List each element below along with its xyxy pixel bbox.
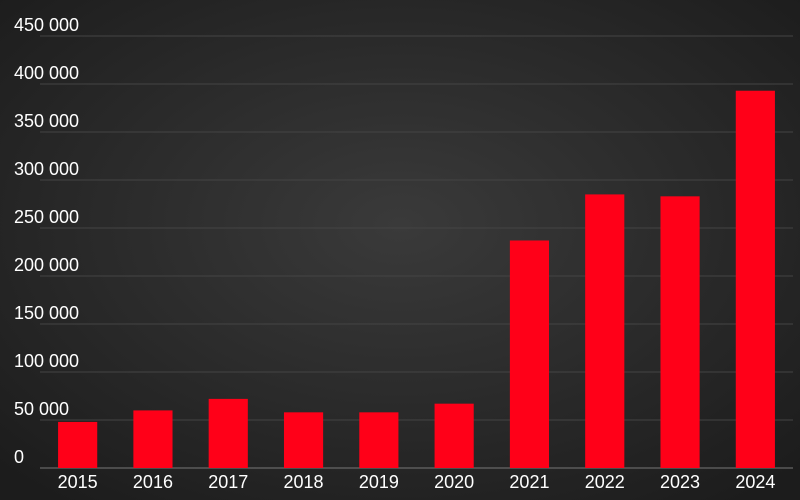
x-tick-label: 2015 (58, 472, 98, 492)
x-tick-label: 2020 (434, 472, 474, 492)
bar (735, 90, 775, 468)
x-tick-label: 2017 (208, 472, 248, 492)
bar (509, 240, 550, 468)
x-tick-label: 2019 (359, 472, 399, 492)
bar (359, 412, 399, 468)
bar (434, 403, 474, 468)
y-tick-label: 400 000 (14, 63, 79, 83)
x-tick-label: 2022 (585, 472, 625, 492)
y-tick-label: 450 000 (14, 15, 79, 35)
x-tick-label: 2021 (509, 472, 549, 492)
bar (660, 196, 700, 468)
y-tick-label: 0 (14, 447, 24, 467)
bar (208, 398, 248, 468)
x-tick-label: 2018 (284, 472, 324, 492)
y-tick-label: 350 000 (14, 111, 79, 131)
x-tick-label: 2016 (133, 472, 173, 492)
bar (133, 410, 173, 468)
y-tick-label: 150 000 (14, 303, 79, 323)
bar (58, 421, 98, 468)
y-tick-label: 50 000 (14, 399, 69, 419)
bar (585, 194, 625, 468)
x-tick-label: 2023 (660, 472, 700, 492)
y-tick-label: 300 000 (14, 159, 79, 179)
y-tick-label: 200 000 (14, 255, 79, 275)
x-tick-label: 2024 (735, 472, 775, 492)
y-tick-label: 250 000 (14, 207, 79, 227)
y-tick-label: 100 000 (14, 351, 79, 371)
bar (283, 412, 324, 468)
